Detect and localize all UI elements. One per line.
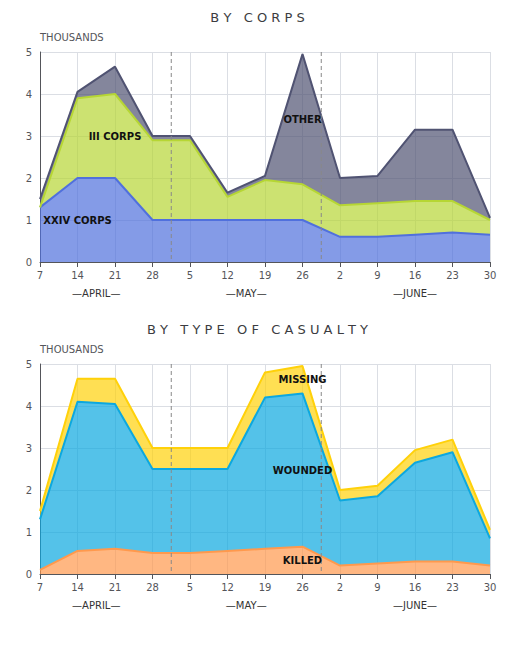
svg-text:WOUNDED: WOUNDED (273, 465, 332, 476)
svg-text:14: 14 (71, 270, 84, 281)
svg-text:21: 21 (109, 582, 122, 593)
svg-text:28: 28 (146, 582, 159, 593)
svg-text:MISSING: MISSING (279, 374, 327, 385)
svg-text:—MAY—: —MAY— (226, 600, 267, 611)
svg-text:B Y T Y P E O F C A S U: B Y T Y P E O F C A S U A L T Y (147, 322, 368, 337)
svg-text:THOUSANDS: THOUSANDS (39, 32, 104, 43)
svg-text:5: 5 (187, 270, 193, 281)
svg-text:16: 16 (409, 270, 422, 281)
svg-text:12: 12 (221, 582, 234, 593)
svg-text:2: 2 (26, 485, 32, 496)
svg-text:5: 5 (26, 359, 32, 370)
svg-text:1: 1 (26, 527, 32, 538)
svg-text:5: 5 (26, 47, 32, 58)
svg-text:THOUSANDS: THOUSANDS (39, 344, 104, 355)
svg-text:23: 23 (446, 270, 459, 281)
svg-text:4: 4 (26, 89, 32, 100)
svg-text:26: 26 (296, 270, 309, 281)
svg-text:III CORPS: III CORPS (89, 131, 142, 142)
svg-text:—APRIL—: —APRIL— (72, 600, 120, 611)
svg-text:1: 1 (26, 215, 32, 226)
svg-text:OTHER: OTHER (283, 114, 322, 125)
svg-text:B Y C O R P S: B Y C O R P S (210, 10, 304, 25)
svg-text:0: 0 (26, 257, 32, 268)
svg-text:7: 7 (37, 270, 43, 281)
svg-text:KILLED: KILLED (283, 555, 322, 566)
svg-text:—APRIL—: —APRIL— (72, 288, 120, 299)
svg-text:14: 14 (71, 582, 84, 593)
svg-text:2: 2 (26, 173, 32, 184)
svg-text:23: 23 (446, 582, 459, 593)
svg-text:5: 5 (187, 582, 193, 593)
svg-text:4: 4 (26, 401, 32, 412)
svg-text:2: 2 (337, 582, 343, 593)
svg-text:3: 3 (26, 443, 32, 454)
svg-text:—MAY—: —MAY— (226, 288, 267, 299)
svg-text:16: 16 (409, 582, 422, 593)
svg-text:12: 12 (221, 270, 234, 281)
svg-text:9: 9 (374, 270, 380, 281)
svg-text:0: 0 (26, 569, 32, 580)
svg-text:19: 19 (259, 270, 272, 281)
svg-text:—JUNE—: —JUNE— (393, 288, 437, 299)
svg-text:9: 9 (374, 582, 380, 593)
svg-text:XXIV CORPS: XXIV CORPS (43, 215, 111, 226)
svg-text:28: 28 (146, 270, 159, 281)
svg-text:21: 21 (109, 270, 122, 281)
svg-text:26: 26 (296, 582, 309, 593)
svg-text:30: 30 (484, 270, 497, 281)
svg-text:—JUNE—: —JUNE— (393, 600, 437, 611)
svg-text:19: 19 (259, 582, 272, 593)
svg-text:2: 2 (337, 270, 343, 281)
svg-text:3: 3 (26, 131, 32, 142)
svg-text:7: 7 (37, 582, 43, 593)
svg-text:30: 30 (484, 582, 497, 593)
